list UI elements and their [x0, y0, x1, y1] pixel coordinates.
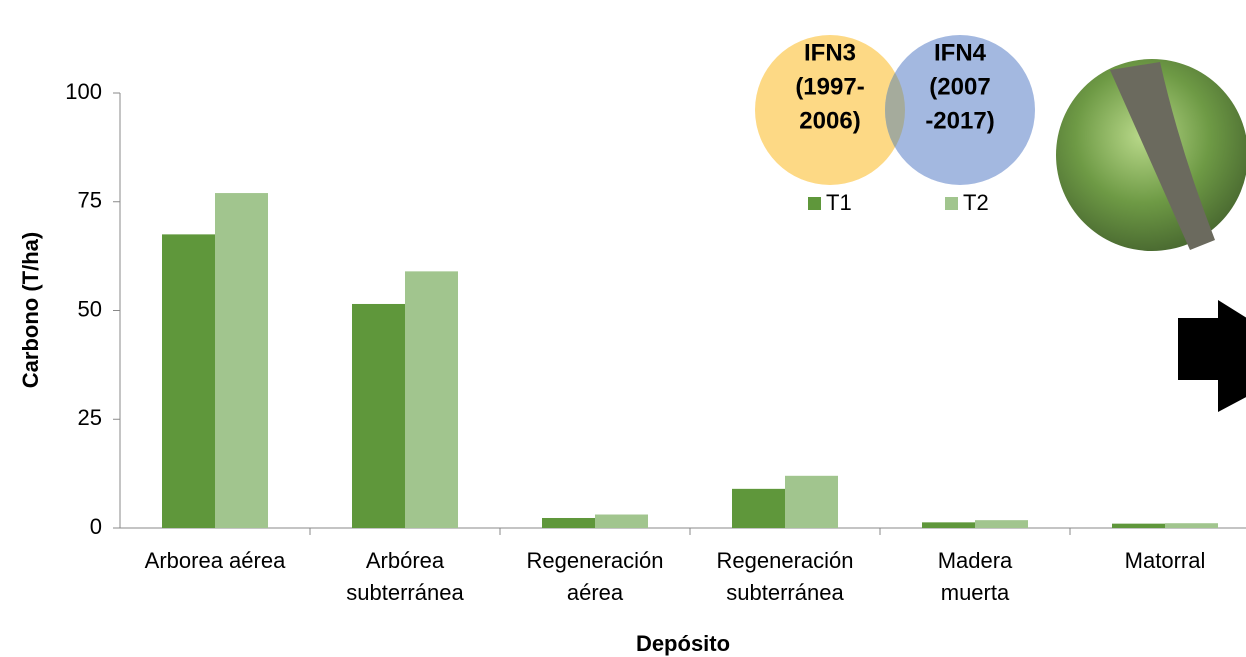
bar: [595, 514, 648, 528]
x-tick-label: subterránea: [346, 580, 464, 605]
venn-label: (1997-: [795, 73, 864, 100]
venn-circle: [885, 35, 1035, 185]
legend-label: T1: [826, 190, 852, 215]
bar: [162, 234, 215, 528]
venn-label: IFN4: [934, 39, 987, 66]
bar: [352, 303, 405, 528]
y-tick-label: 75: [78, 188, 102, 213]
trunk: [1110, 62, 1215, 250]
bar: [975, 520, 1028, 528]
x-tick-label: Arborea aérea: [145, 548, 286, 573]
bar: [542, 517, 595, 528]
legend-swatch: [945, 197, 958, 210]
bar: [785, 475, 838, 528]
venn: [755, 35, 1035, 185]
bar: [922, 522, 975, 528]
x-tick-label: muerta: [941, 580, 1010, 605]
venn-label: IFN3: [804, 39, 856, 66]
bar: [215, 193, 268, 529]
x-tick-label: Matorral: [1125, 548, 1206, 573]
x-tick-label: Regeneración: [527, 548, 664, 573]
venn-label: 2006): [799, 107, 860, 134]
x-tick-label: Madera: [938, 548, 1013, 573]
bar: [1112, 523, 1165, 528]
venn-label: -2017): [925, 107, 994, 134]
x-axis-label: Depósito: [636, 631, 730, 656]
x-tick-label: Arbórea: [366, 548, 445, 573]
y-tick-label: 0: [90, 514, 102, 539]
venn-label: (2007: [929, 73, 990, 100]
legend-label: T2: [963, 190, 989, 215]
bar: [732, 488, 785, 528]
y-tick-label: 50: [78, 296, 102, 321]
y-tick-label: 100: [65, 79, 102, 104]
x-tick-label: subterránea: [726, 580, 844, 605]
x-tick-label: Regeneración: [717, 548, 854, 573]
venn-circle: [755, 35, 905, 185]
bar: [405, 271, 458, 528]
x-tick-label: aérea: [567, 580, 624, 605]
y-axis-label: Carbono (T/ha): [18, 232, 43, 388]
arrow: [1178, 300, 1246, 412]
y-tick-label: 25: [78, 405, 102, 430]
legend-swatch: [808, 197, 821, 210]
bar: [1165, 523, 1218, 528]
photo: [1056, 59, 1246, 251]
